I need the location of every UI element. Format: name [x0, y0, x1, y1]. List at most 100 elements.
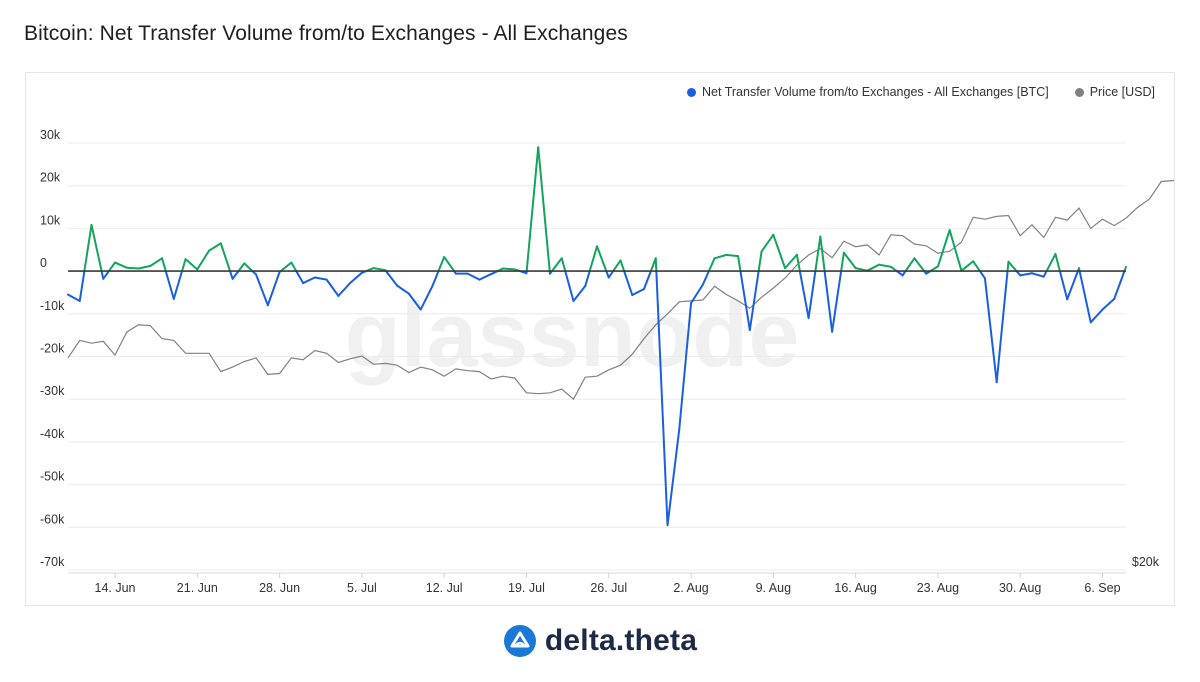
net-transfer-segment [478, 273, 493, 281]
net-transfer-segment [707, 257, 716, 273]
net-transfer-segment [757, 250, 763, 273]
net-transfer-segment [114, 261, 128, 269]
x-tick-label: 28. Jun [259, 581, 300, 595]
y-tick-label: -40k [40, 427, 65, 441]
net-transfer-segment [243, 262, 254, 273]
x-tick-label: 5. Jul [347, 581, 377, 595]
net-transfer-segment [831, 270, 843, 333]
net-transfer-segment [1045, 253, 1057, 273]
net-transfer-segment [560, 257, 567, 273]
net-transfer-segment [588, 245, 598, 273]
net-transfer-segment [295, 270, 305, 285]
net-transfer-segment [78, 270, 86, 302]
net-transfer-segment [325, 278, 340, 297]
net-transfer-segment [229, 270, 234, 280]
net-transfer-segment [290, 261, 298, 273]
net-transfer-segment [537, 146, 551, 273]
net-transfer-segment [666, 428, 681, 527]
net-transfer-segment [814, 235, 822, 273]
net-transfer-segment [564, 270, 575, 302]
net-transfer-segment [385, 270, 399, 287]
net-transfer-segment [313, 276, 328, 281]
x-tick-label: 2. Aug [673, 581, 708, 595]
net-transfer-segment [67, 293, 81, 302]
net-transfer-segment [172, 270, 184, 300]
legend-item-net-transfer[interactable]: Net Transfer Volume from/to Exchanges - … [687, 85, 1049, 99]
x-tick-label: 14. Jun [95, 581, 136, 595]
net-transfer-segment [596, 245, 608, 273]
net-transfer-segment [396, 284, 410, 295]
net-transfer-segment [102, 270, 110, 280]
x-tick-label: 19. Jul [508, 581, 545, 595]
legend-label-net-transfer: Net Transfer Volume from/to Exchanges - … [702, 85, 1049, 99]
x-tick-label: 16. Aug [834, 581, 876, 595]
net-transfer-segment [208, 242, 222, 252]
net-transfer-segment [237, 262, 246, 273]
price-series-line [67, 179, 1174, 401]
net-transfer-segment [90, 223, 103, 273]
net-transfer-segment [643, 270, 652, 291]
net-transfer-segment [1042, 270, 1048, 278]
delta-theta-logo-icon [503, 625, 536, 657]
net-transfer-segment [83, 223, 93, 273]
watermark: glassnode [344, 284, 799, 386]
y-tick-label: 10k [40, 213, 61, 227]
net-transfer-segment [164, 270, 175, 300]
net-transfer-segment [1089, 308, 1104, 324]
net-transfer-segment [798, 270, 810, 320]
net-transfer-segment [349, 271, 363, 285]
net-transfer-segment [854, 267, 869, 272]
net-transfer-segment [619, 259, 626, 273]
net-transfer-segment [437, 256, 446, 273]
net-transfer-segment [784, 253, 798, 270]
net-transfer-segment [372, 267, 387, 272]
net-transfer-segment [978, 270, 986, 280]
net-transfer-segment [655, 270, 669, 527]
net-transfer-segment [525, 146, 540, 273]
net-transfer-segment [612, 259, 622, 273]
net-transfer-segment [631, 288, 646, 297]
net-transfer-segment [913, 257, 926, 273]
net-transfer-segment [1019, 272, 1033, 277]
legend-label-price: Price [USD] [1089, 85, 1155, 99]
y-tick-label: 0 [40, 256, 47, 270]
net-transfer-segment [772, 233, 787, 270]
y-tick-label: -10k [40, 299, 65, 313]
y-tick-label: -60k [40, 512, 65, 526]
x-tick-label: 26. Jul [590, 581, 627, 595]
net-transfer-segment [137, 264, 152, 270]
net-transfer-segment [866, 263, 881, 272]
net-transfer-segment [1006, 260, 1010, 273]
net-transfer-segment [936, 229, 951, 268]
net-transfer-segment [840, 251, 845, 273]
net-transfer-segment [1007, 260, 1018, 273]
y-tick-label: -50k [40, 470, 65, 484]
net-transfer-segment [584, 270, 591, 288]
net-transfer-segment [878, 263, 892, 268]
brand-logo: delta.theta [0, 624, 1200, 658]
net-transfer-segment [184, 258, 199, 271]
net-transfer-segment [725, 253, 740, 258]
net-transfer-segment [842, 251, 857, 270]
net-transfer-segment [125, 266, 140, 270]
net-transfer-segment [231, 270, 240, 280]
legend-item-price[interactable]: Price [USD] [1074, 85, 1155, 99]
net-transfer-segment [983, 277, 998, 384]
net-transfer-segment [279, 261, 293, 273]
net-transfer-segment [1030, 272, 1045, 278]
chart-plot-area: glassnode 30k 20k 10k 0 -10k -20k -30k -40k -50k -… [40, 128, 1174, 595]
y-tick-label: -20k [40, 342, 65, 356]
net-transfer-segment [995, 270, 1009, 384]
net-transfer-segment [196, 249, 211, 271]
net-transfer-segment [407, 292, 422, 311]
net-transfer-segment [1058, 270, 1069, 301]
x-tick-label: 21. Jun [177, 581, 218, 595]
net-transfer-segment [795, 253, 801, 273]
legend-dot-icon [1074, 87, 1084, 97]
net-transfer-segment [654, 257, 658, 273]
net-transfer-segment [607, 270, 615, 279]
net-transfer-segment [181, 258, 187, 273]
net-transfer-segment [623, 270, 634, 297]
y-tick-label: 20k [40, 171, 61, 185]
net-transfer-segment [431, 270, 440, 288]
